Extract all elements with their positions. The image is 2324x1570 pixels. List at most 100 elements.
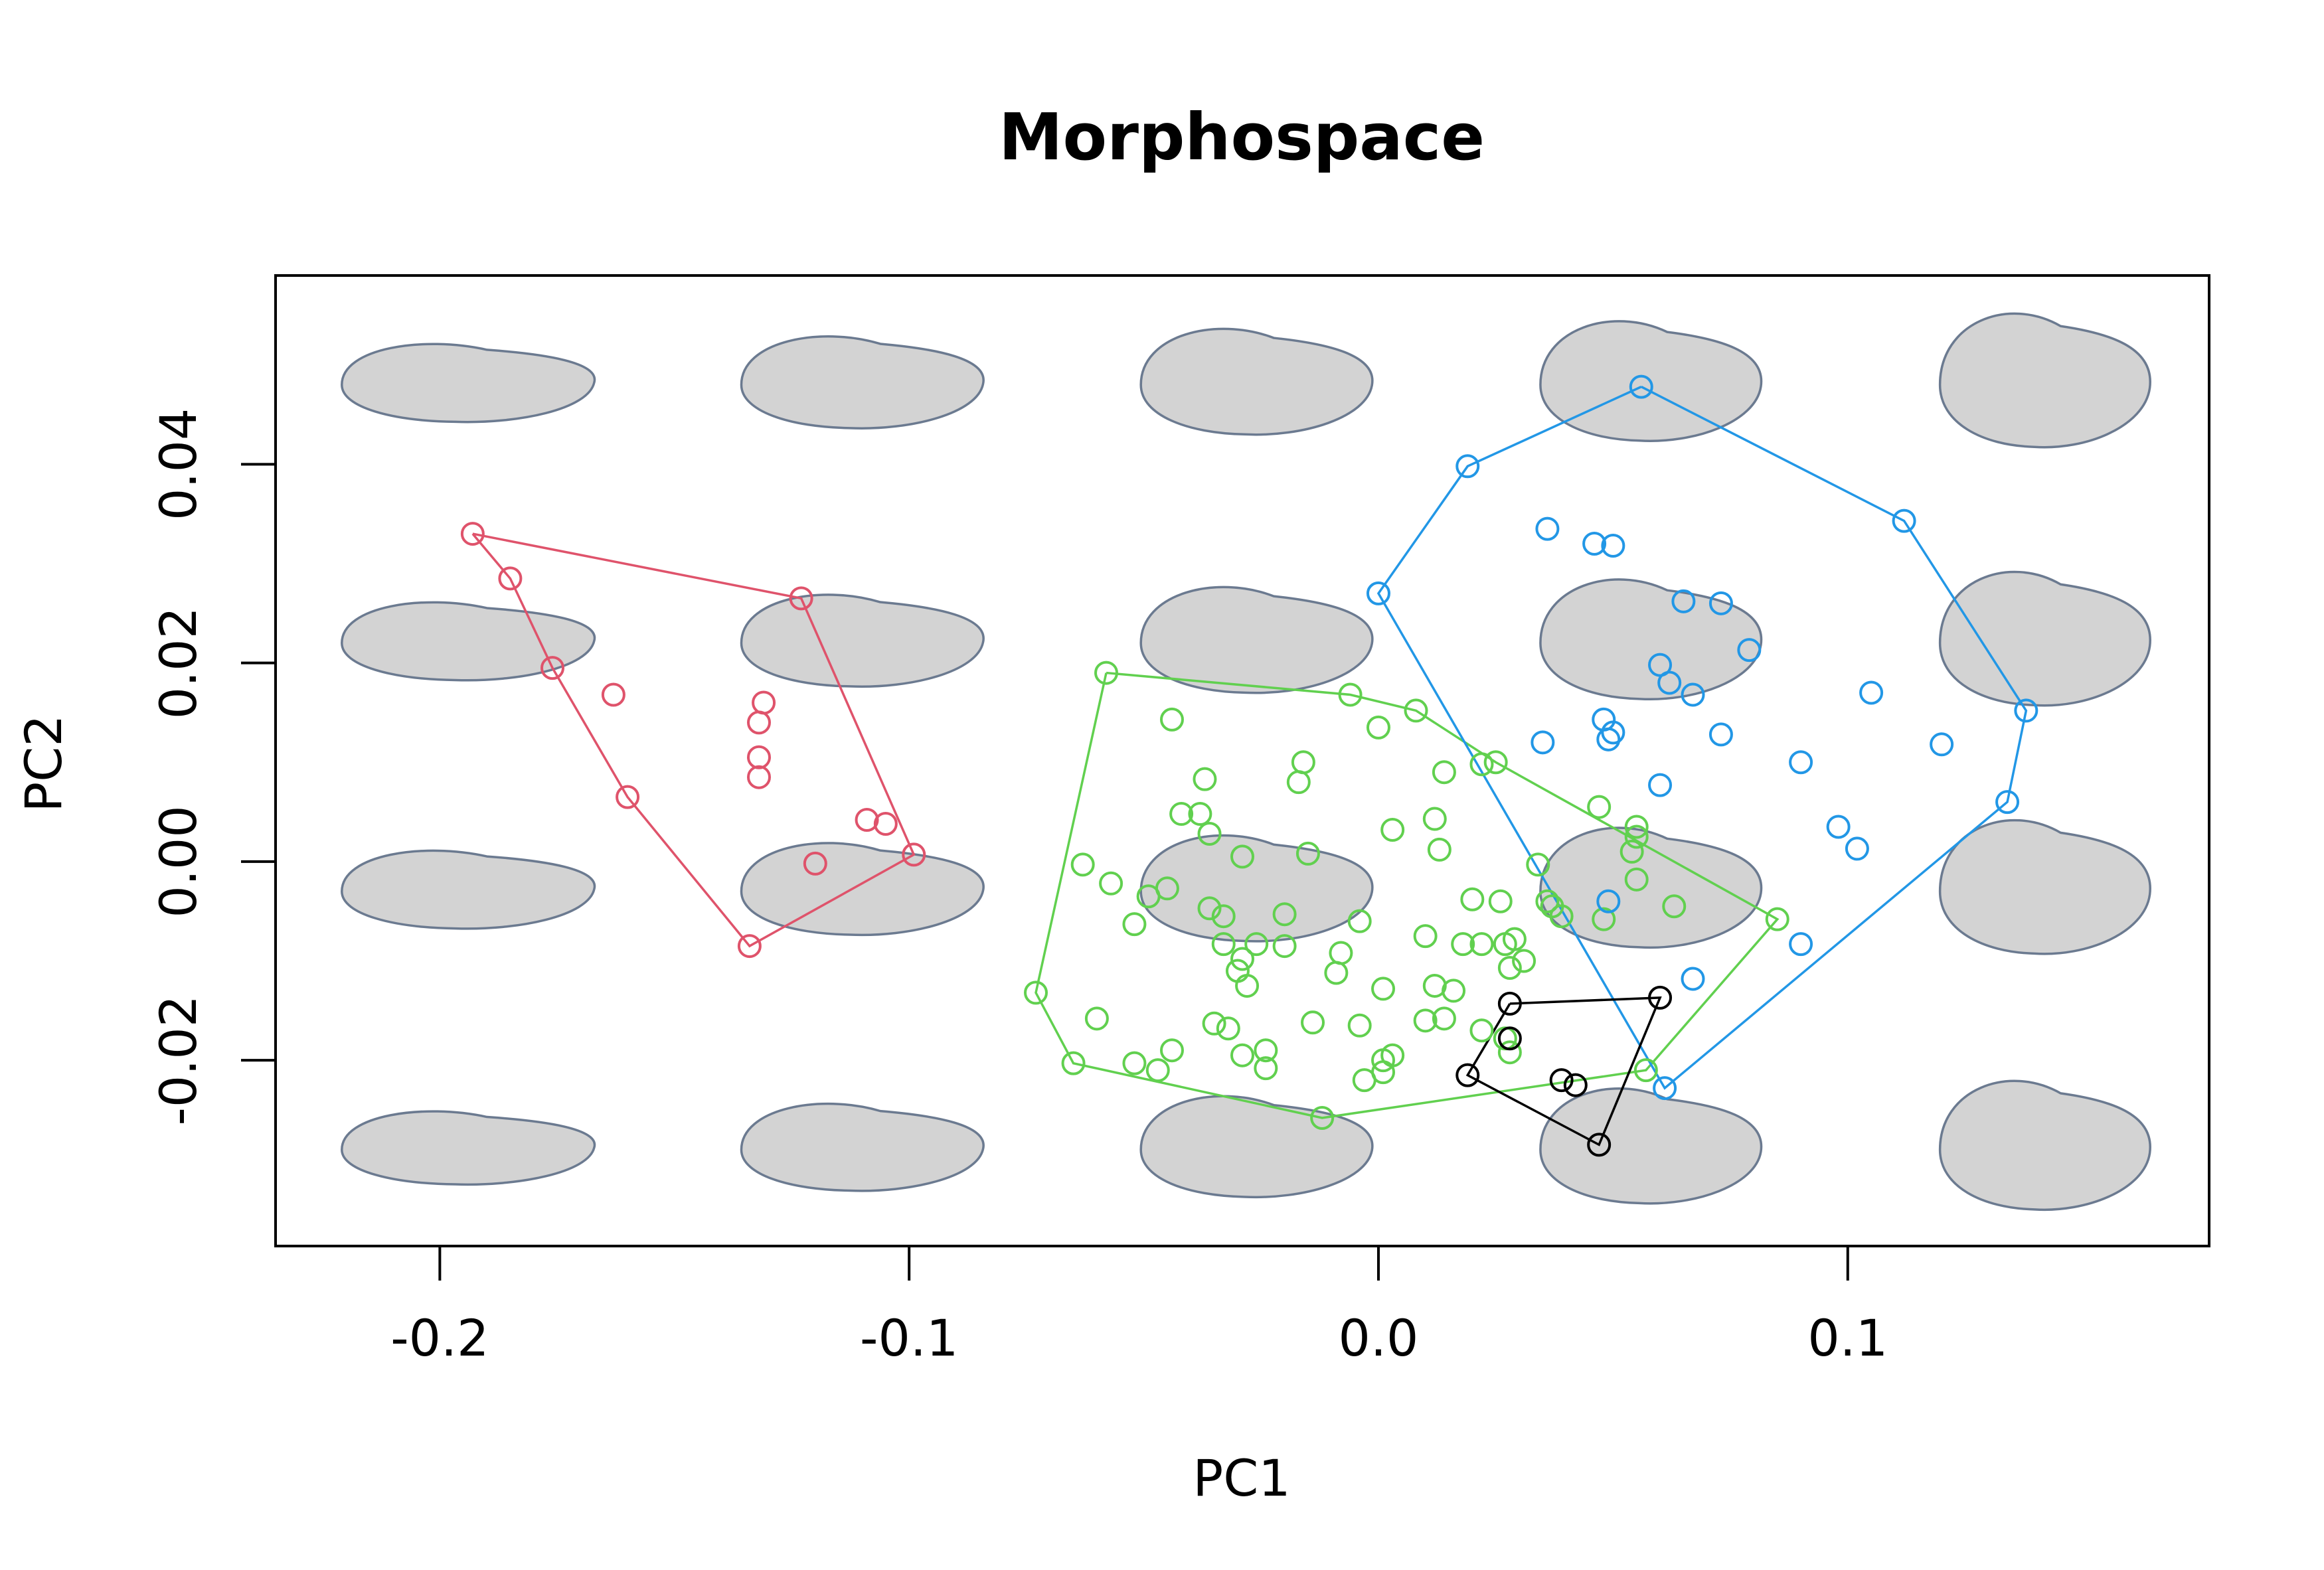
data-point (1061, 1051, 1086, 1075)
data-point (1193, 767, 1217, 791)
data-point (1497, 956, 1522, 981)
data-point (1601, 720, 1625, 745)
data-point (1671, 589, 1696, 613)
data-point (1859, 680, 1884, 705)
data-point (1024, 981, 1048, 1005)
data-point (1624, 815, 1649, 839)
data-point (1422, 807, 1447, 831)
data-point (1432, 1006, 1456, 1031)
reference-shape (1539, 826, 1763, 949)
data-point (1789, 932, 1813, 957)
data-point (1469, 752, 1494, 777)
group-hulls (471, 386, 2028, 1146)
data-point (1657, 670, 1682, 695)
data-point (1512, 949, 1536, 973)
data-point (747, 765, 771, 789)
data-point (1737, 638, 1762, 663)
data-point (1563, 1073, 1588, 1097)
data-point (1648, 985, 1673, 1010)
data-point (1413, 1008, 1438, 1033)
data-point (1619, 839, 1644, 864)
data-point (1310, 1105, 1335, 1130)
data-point (1230, 844, 1254, 869)
data-point (803, 851, 827, 876)
data-point (747, 745, 771, 769)
reference-shape (1139, 327, 1374, 436)
data-point (1347, 909, 1372, 933)
data-point (1624, 867, 1649, 892)
data-points (460, 374, 2038, 1157)
hull-line (1035, 671, 1780, 1119)
data-point (1244, 932, 1269, 957)
data-point (789, 586, 813, 611)
data-point (873, 812, 898, 836)
data-point (1633, 1058, 1658, 1083)
data-point (1592, 907, 1616, 931)
data-point (1483, 750, 1508, 775)
reference-shape (1938, 312, 2151, 449)
hull-line (1465, 996, 1662, 1146)
y-tick-label: -0.02 (149, 995, 208, 1126)
reference-shape (1938, 819, 2151, 955)
data-point (1892, 509, 1916, 533)
data-point (1826, 815, 1851, 839)
data-point (1404, 698, 1428, 723)
y-axis-label: PC2 (14, 714, 73, 812)
data-point (1629, 374, 1653, 399)
data-point (1497, 1040, 1522, 1065)
data-point (1497, 1026, 1522, 1051)
data-point (1549, 1068, 1574, 1093)
data-point (1070, 852, 1095, 877)
data-point (1155, 876, 1179, 901)
data-point (1301, 1010, 1325, 1035)
data-point (855, 808, 879, 832)
data-point (2014, 698, 2038, 723)
data-point (1347, 1013, 1372, 1038)
x-axis-label: PC1 (1193, 1449, 1290, 1508)
data-point (616, 785, 640, 809)
data-point (1587, 1133, 1612, 1157)
data-point (1197, 821, 1222, 846)
data-point (1084, 1006, 1109, 1031)
data-point (1211, 932, 1236, 957)
data-point (1366, 715, 1390, 740)
x-tick-label: 0.0 (1339, 1308, 1419, 1368)
data-point (1197, 896, 1222, 921)
data-point (1122, 1051, 1147, 1075)
data-point (902, 842, 926, 867)
data-point (1188, 802, 1212, 826)
data-point (1338, 682, 1363, 707)
data-point (1451, 932, 1475, 957)
data-point (1159, 1038, 1184, 1063)
data-point (1535, 516, 1560, 541)
data-point (1122, 912, 1147, 937)
y-tick-label: 0.04 (149, 408, 208, 520)
data-point (1432, 760, 1456, 785)
data-point (1216, 1016, 1240, 1041)
y-tick-label: 0.02 (149, 607, 208, 719)
data-point (1497, 991, 1522, 1016)
reference-shape (341, 1110, 596, 1186)
data-point (1845, 836, 1869, 861)
data-point (1352, 1068, 1376, 1093)
data-point (1442, 979, 1466, 1003)
data-point (1469, 932, 1494, 957)
data-point (1582, 532, 1607, 556)
data-point (1371, 977, 1396, 1001)
data-point (1789, 750, 1813, 775)
data-point (1601, 534, 1625, 558)
y-tick-label: 0.00 (149, 805, 208, 917)
data-point (1413, 924, 1438, 949)
reference-shape (740, 842, 985, 937)
data-point (1371, 1048, 1396, 1073)
data-point (1254, 1056, 1278, 1081)
reference-shape (740, 1102, 985, 1192)
data-point (1488, 889, 1513, 913)
data-point (1380, 818, 1405, 842)
data-point (1708, 722, 1733, 747)
data-point (1469, 1018, 1494, 1043)
data-point (1455, 1063, 1480, 1087)
data-point (460, 522, 485, 546)
